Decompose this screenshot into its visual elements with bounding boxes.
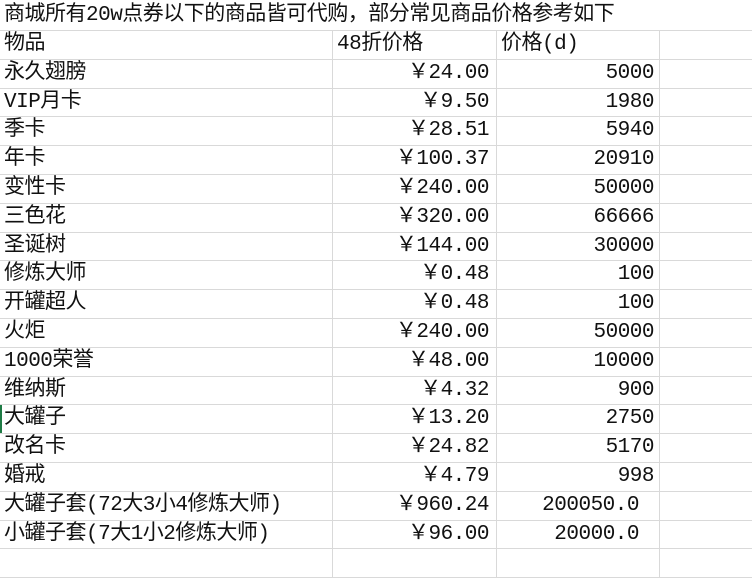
empty-cell[interactable] — [660, 204, 752, 232]
table-row: 维纳斯 ￥4.32 900 — [0, 376, 752, 406]
price-d-cell[interactable]: 1980 — [497, 88, 660, 117]
header-row: 物品 48折价格 价格(d) — [0, 31, 752, 60]
price-d-cell[interactable]: 200050.0 — [497, 491, 660, 520]
table-row: 大罐子 ￥13.20 2750 — [0, 405, 752, 435]
price-d-cell[interactable]: 900 — [497, 376, 660, 405]
item-name-cell[interactable]: 1000荣誉 — [0, 347, 333, 376]
table-row: 季卡 ￥28.51 5940 — [0, 117, 752, 147]
header-item[interactable]: 物品 — [0, 31, 333, 59]
empty-cell[interactable] — [660, 146, 752, 174]
price-d-cell[interactable]: 20910 — [497, 146, 660, 174]
discount-price-cell[interactable]: ￥4.32 — [333, 376, 497, 405]
item-name-cell[interactable]: 婚戒 — [0, 462, 333, 491]
discount-price-cell[interactable]: ￥0.48 — [333, 261, 497, 290]
item-name-cell[interactable]: 年卡 — [0, 146, 333, 174]
empty-cell[interactable] — [660, 89, 752, 117]
item-name-cell[interactable]: 开罐超人 — [0, 290, 333, 318]
table-row: 永久翅膀 ￥24.00 5000 — [0, 59, 752, 89]
item-name-cell[interactable]: 季卡 — [0, 117, 333, 146]
empty-cell[interactable] — [660, 290, 752, 318]
table-row: 圣诞树 ￥144.00 30000 — [0, 232, 752, 262]
table-row: 婚戒 ￥4.79 998 — [0, 462, 752, 492]
item-name-cell[interactable]: 永久翅膀 — [0, 59, 333, 88]
price-d-cell[interactable]: 20000.0 — [497, 520, 660, 549]
empty-cell[interactable] — [660, 434, 752, 462]
discount-price-cell[interactable]: ￥320.00 — [333, 203, 497, 232]
table-row: 小罐子套(7大1小2修炼大师) ￥96.00 20000.0 — [0, 520, 752, 550]
discount-price-cell[interactable]: ￥4.79 — [333, 462, 497, 491]
item-name-cell[interactable]: VIP月卡 — [0, 88, 333, 117]
price-d-cell[interactable]: 66666 — [497, 203, 660, 232]
empty-cell[interactable] — [660, 463, 752, 491]
table-row: 三色花 ￥320.00 66666 — [0, 203, 752, 233]
item-name-cell[interactable]: 维纳斯 — [0, 376, 333, 405]
item-name-cell[interactable]: 火炬 — [0, 318, 333, 347]
empty-cell[interactable] — [660, 31, 752, 59]
discount-price-cell[interactable]: ￥96.00 — [333, 520, 497, 549]
empty-cell[interactable] — [333, 549, 497, 578]
header-price-d[interactable]: 价格(d) — [497, 31, 660, 59]
item-name-cell[interactable]: 变性卡 — [0, 174, 333, 203]
discount-price-cell[interactable]: ￥240.00 — [333, 174, 497, 203]
item-name-cell[interactable]: 圣诞树 — [0, 232, 333, 261]
table-row: 变性卡 ￥240.00 50000 — [0, 174, 752, 204]
empty-cell[interactable] — [660, 175, 752, 203]
item-name-cell[interactable]: 三色花 — [0, 203, 333, 232]
price-d-cell[interactable]: 5170 — [497, 434, 660, 462]
discount-price-cell[interactable]: ￥48.00 — [333, 347, 497, 376]
discount-price-cell[interactable]: ￥0.48 — [333, 290, 497, 318]
empty-cell[interactable] — [660, 521, 752, 549]
price-d-cell[interactable]: 5940 — [497, 117, 660, 146]
empty-cell[interactable] — [660, 60, 752, 88]
price-d-cell[interactable]: 100 — [497, 261, 660, 290]
price-d-cell[interactable]: 998 — [497, 462, 660, 491]
discount-price-cell[interactable]: ￥13.20 — [333, 405, 497, 434]
empty-cell[interactable] — [660, 348, 752, 376]
price-d-cell[interactable]: 2750 — [497, 405, 660, 434]
item-name-cell[interactable]: 大罐子套(72大3小4修炼大师) — [0, 491, 333, 520]
empty-cell[interactable] — [660, 319, 752, 347]
header-discount-price[interactable]: 48折价格 — [333, 31, 497, 59]
price-d-cell[interactable]: 100 — [497, 290, 660, 318]
empty-cell[interactable] — [660, 549, 752, 577]
price-d-cell[interactable]: 50000 — [497, 174, 660, 203]
discount-price-cell[interactable]: ￥28.51 — [333, 117, 497, 146]
discount-price-cell[interactable]: ￥100.37 — [333, 146, 497, 174]
empty-cell[interactable] — [660, 117, 752, 145]
table-row: 大罐子套(72大3小4修炼大师) ￥960.24 200050.0 — [0, 491, 752, 521]
empty-cell[interactable] — [660, 405, 752, 433]
empty-cell[interactable] — [660, 261, 752, 289]
discount-price-cell[interactable]: ￥960.24 — [333, 491, 497, 520]
price-d-cell[interactable]: 50000 — [497, 318, 660, 347]
empty-cell[interactable] — [660, 377, 752, 405]
price-d-cell[interactable]: 30000 — [497, 232, 660, 261]
empty-cell[interactable] — [497, 549, 660, 578]
table-row: 火炬 ￥240.00 50000 — [0, 318, 752, 348]
empty-row — [0, 549, 752, 578]
item-name-cell[interactable]: 大罐子 — [0, 405, 333, 434]
table-row: 开罐超人 ￥0.48 100 — [0, 290, 752, 319]
price-d-cell[interactable]: 10000 — [497, 347, 660, 376]
table-row: 修炼大师 ￥0.48 100 — [0, 261, 752, 291]
discount-price-cell[interactable]: ￥9.50 — [333, 88, 497, 117]
discount-price-cell[interactable]: ￥24.00 — [333, 59, 497, 88]
item-name-cell[interactable]: 小罐子套(7大1小2修炼大师) — [0, 520, 333, 549]
empty-cell[interactable] — [0, 549, 333, 578]
discount-price-cell[interactable]: ￥24.82 — [333, 434, 497, 462]
item-name-cell[interactable]: 修炼大师 — [0, 261, 333, 290]
discount-price-cell[interactable]: ￥144.00 — [333, 232, 497, 261]
price-d-cell[interactable]: 5000 — [497, 59, 660, 88]
discount-price-cell[interactable]: ￥240.00 — [333, 318, 497, 347]
title-cell[interactable]: 商城所有20w点券以下的商品皆可代购，部分常见商品价格参考如下 — [4, 4, 615, 27]
title-row: 商城所有20w点券以下的商品皆可代购，部分常见商品价格参考如下 — [0, 0, 752, 31]
table-row: 改名卡 ￥24.82 5170 — [0, 434, 752, 463]
item-name-cell[interactable]: 改名卡 — [0, 434, 333, 462]
table-row: 年卡 ￥100.37 20910 — [0, 146, 752, 175]
table-row: 1000荣誉 ￥48.00 10000 — [0, 347, 752, 377]
empty-cell[interactable] — [660, 233, 752, 261]
empty-cell[interactable] — [660, 492, 752, 520]
table-row: VIP月卡 ￥9.50 1980 — [0, 88, 752, 118]
